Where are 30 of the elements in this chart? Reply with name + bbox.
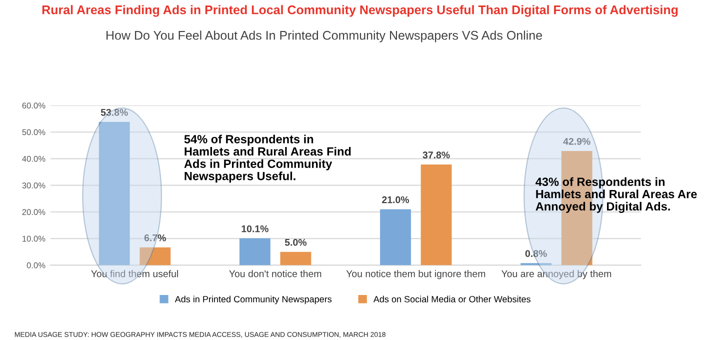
y-tick-label: 10.0%: [22, 236, 46, 242]
x-tick-label: You notice them but ignore them: [346, 270, 486, 280]
legend-label: Ads on Social Media or Other Websites: [373, 296, 530, 302]
y-tick-label: 40.0%: [22, 156, 46, 162]
data-label: 5.0%: [284, 238, 307, 246]
data-label: 10.1%: [242, 225, 268, 232]
data-label: 53.8%: [100, 108, 128, 116]
x-tick-label: You don't notice them: [229, 270, 322, 278]
y-tick-label: 60.0%: [22, 102, 46, 108]
annotation: 43% of Respondents in Hamlets and Rural Areas Are Annoyed by Digital Ads.: [536, 177, 697, 213]
bar: [140, 247, 171, 266]
data-label: 37.8%: [422, 152, 450, 158]
bar: [380, 209, 411, 266]
legend-label: Ads in Printed Community Newspapers: [174, 296, 332, 304]
data-label: 6.7%: [144, 234, 166, 242]
annotation: 54% of Respondents in Hamlets and Rural Areas Find Ads in Printed Community Newspapers Useful.: [184, 134, 351, 183]
x-tick-label: You find them useful: [91, 270, 178, 278]
chart-title: Rural Areas Finding Ads in Printed Local Community Newspapers Useful Than Digital Forms of Advertising: [42, 5, 678, 17]
y-tick-label: 20.0%: [22, 209, 46, 216]
data-label: 0.8%: [525, 250, 547, 257]
bar: [239, 238, 270, 266]
y-tick-label: 0.0%: [26, 262, 46, 268]
data-label: 42.9%: [563, 138, 590, 145]
data-label: 21.0%: [382, 196, 410, 204]
y-tick-label: 30.0%: [22, 182, 46, 188]
x-tick-label: You are annoyed by them: [501, 270, 612, 280]
bar: [420, 164, 452, 266]
bar: [280, 252, 312, 266]
chart-subtitle: How Do You Feel About Ads In Printed Community Newspapers VS Ads Online: [106, 30, 542, 42]
y-tick-label: 50.0%: [22, 129, 46, 136]
